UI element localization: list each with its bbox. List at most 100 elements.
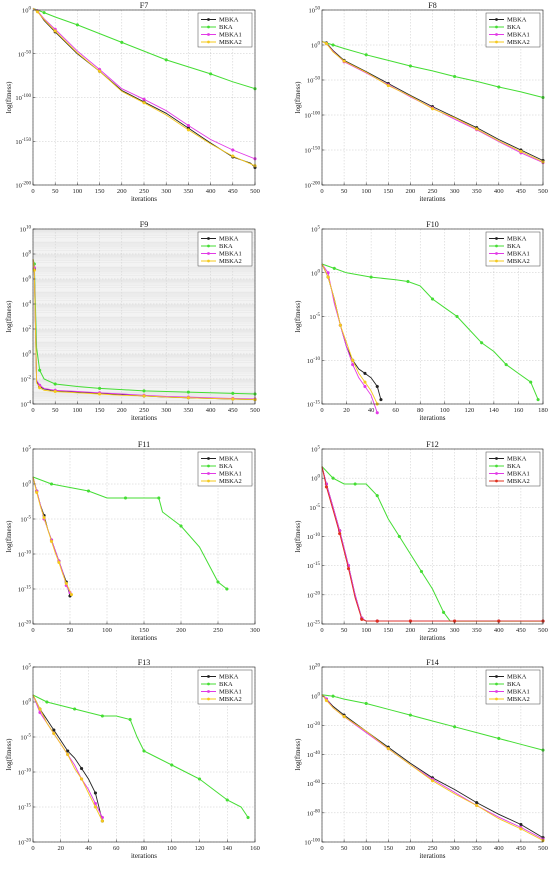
x-tick-label: 100 (73, 188, 83, 195)
y-axis-label: log(fitness) (294, 520, 302, 553)
data-point-mbka2 (475, 803, 479, 808)
legend-label-mbka: MBKA (219, 456, 239, 463)
y-tick-label: 10-2 (20, 376, 31, 384)
x-tick-label: 20 (343, 407, 350, 414)
data-point-bka (164, 58, 168, 62)
x-tick-label: 300 (161, 188, 171, 195)
data-point-bka (397, 534, 401, 539)
chart-panel-f9: 0 50 100 150 200 250 300 350 400 450 500 1010 108 106… (5, 220, 260, 422)
chart-panel-f12: 0 50 100 150 200 250 300 350 400 450 500 105 100 10-5… (294, 440, 548, 642)
data-point-bka (408, 713, 412, 717)
data-point-mbka1 (142, 97, 146, 101)
data-point-mbka2 (324, 485, 329, 489)
legend-marker-bka (495, 464, 498, 468)
data-point-bka (430, 297, 435, 301)
x-tick-label: 500 (250, 188, 260, 195)
data-point-mbka2 (346, 566, 351, 571)
x-tick-label: 400 (206, 407, 216, 414)
x-tick-label: 150 (383, 845, 393, 852)
data-point-mbka2 (35, 10, 40, 14)
chart-title: F8 (428, 1, 436, 10)
legend-label-mbka1: MBKA1 (507, 689, 530, 696)
data-point-bka (38, 368, 42, 372)
x-tick-label: 100 (102, 627, 112, 634)
x-tick-label: 0 (31, 845, 34, 852)
legend-marker-mbka1 (495, 252, 498, 255)
x-tick-label: 250 (139, 188, 149, 195)
y-axis-label: log(fitness) (294, 738, 302, 771)
data-point-mbka2 (475, 127, 479, 131)
data-point-mbka2 (430, 779, 435, 783)
x-tick-label: 400 (494, 627, 504, 634)
y-tick-label: 10-20 (18, 839, 32, 847)
data-point-bka (331, 476, 335, 480)
y-tick-label: 10-15 (18, 804, 32, 812)
data-point-mbka2 (338, 531, 342, 536)
x-tick-label: 60 (113, 845, 120, 852)
legend-label-bka: BKA (219, 24, 233, 31)
y-tick-label: 10-20 (18, 621, 32, 629)
data-point-bka (375, 494, 379, 498)
data-point-mbka (93, 791, 98, 795)
x-tick-label: 450 (228, 188, 238, 195)
x-tick-label: 160 (514, 407, 524, 414)
legend-label-mbka2: MBKA2 (507, 696, 530, 703)
x-axis-label: iterations (419, 634, 445, 642)
series-line-mbka2 (321, 41, 544, 163)
y-tick-label: 1010 (20, 226, 32, 234)
legend-marker-mbka (495, 457, 498, 460)
data-point-bka (455, 314, 459, 319)
data-point-mbka2 (93, 805, 98, 809)
x-tick-label: 200 (117, 407, 127, 414)
legend-label-mbka1: MBKA1 (219, 689, 242, 696)
y-tick-label: 10-15 (307, 401, 321, 409)
y-tick-label: 105 (311, 226, 321, 234)
y-tick-label: 100 (311, 42, 321, 50)
chart-panel-f11: 0 50 100 150 200 250 300 105 100 10-5 10-10 10-15 10… (5, 440, 260, 642)
x-axis-label: iterations (131, 195, 157, 203)
y-tick-label: 1050 (309, 7, 321, 15)
data-point-bka (49, 482, 54, 486)
x-axis-label: iterations (419, 852, 445, 860)
legend-label-bka: BKA (507, 681, 521, 688)
legend-label-mbka1: MBKA1 (507, 471, 530, 478)
chart-title: F7 (140, 1, 148, 10)
y-tick-label: 10-5 (20, 734, 31, 742)
x-tick-label: 150 (95, 407, 105, 414)
data-point-mbka2 (519, 827, 523, 831)
x-tick-label: 140 (222, 845, 232, 852)
y-tick-label: 10-100 (304, 112, 320, 120)
legend-label-mbka: MBKA (507, 17, 527, 24)
legend-marker-mbka (207, 457, 210, 460)
data-point-mbka2 (186, 396, 190, 400)
x-tick-label: 300 (450, 845, 460, 852)
data-point-bka (369, 275, 373, 279)
data-point-bka (75, 23, 79, 27)
legend-label-mbka: MBKA (219, 17, 239, 24)
x-tick-label: 350 (184, 188, 194, 195)
data-point-mbka2 (231, 397, 235, 401)
legend-marker-mbka2 (495, 697, 498, 701)
data-point-mbka2 (324, 698, 329, 703)
x-tick-label: 50 (341, 845, 348, 852)
y-axis-label: log(fitness) (5, 300, 13, 333)
chart-title: F10 (426, 220, 438, 229)
x-tick-label: 450 (516, 845, 526, 852)
y-tick-label: 10-200 (15, 182, 31, 190)
data-point-mbka2 (360, 617, 364, 621)
data-point-bka (142, 749, 146, 753)
data-point-mbka2 (38, 707, 42, 711)
data-point-bka (97, 386, 102, 390)
legend-box (197, 669, 253, 705)
data-point-bka (100, 714, 104, 718)
y-axis-label: log(fitness) (294, 81, 302, 114)
legend-label-mbka2: MBKA2 (507, 478, 530, 485)
x-tick-label: 120 (195, 845, 205, 852)
data-point-bka (73, 707, 77, 711)
data-point-mbka2 (375, 619, 379, 623)
legend-marker-mbka (207, 237, 210, 240)
